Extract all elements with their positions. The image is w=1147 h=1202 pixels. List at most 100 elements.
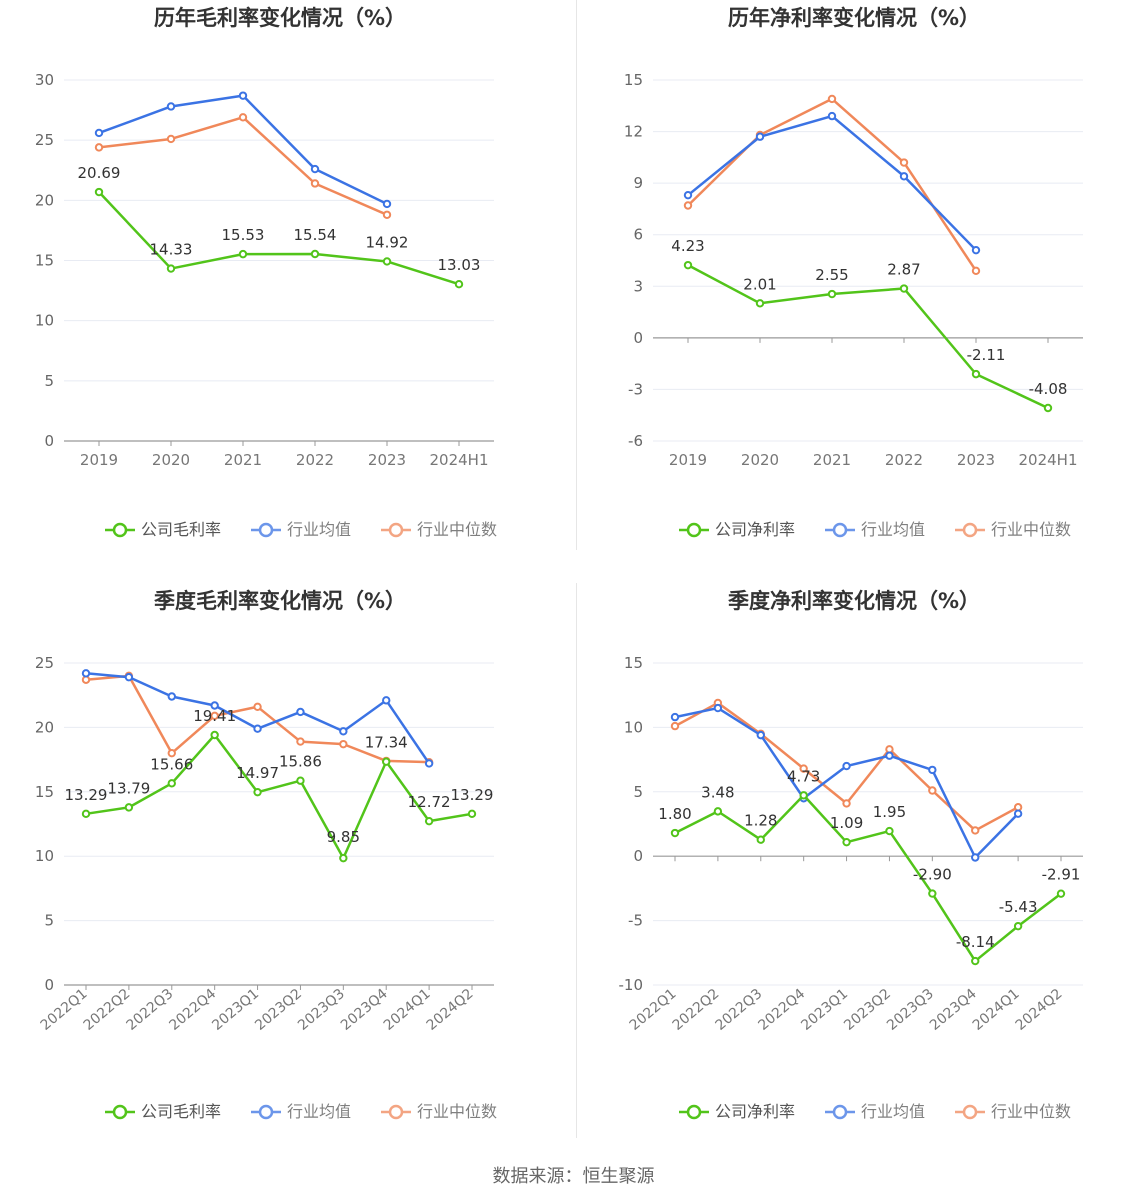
legend-label: 公司毛利率 [141, 1102, 221, 1121]
data-point-company [382, 757, 391, 766]
data-label: -5.43 [999, 898, 1038, 916]
x-tick-label: 2021 [813, 451, 851, 469]
x-tick-label: 2023Q2 [252, 986, 305, 1034]
data-point-company [756, 835, 765, 844]
data-label: 4.73 [787, 767, 820, 785]
data-label: 13.29 [451, 786, 494, 804]
data-point-industry-avg [971, 245, 981, 255]
legend-swatch-marker [832, 522, 848, 538]
legend-label: 行业中位数 [417, 1102, 497, 1121]
data-label: 9.85 [327, 828, 360, 846]
x-tick-label: 2019 [669, 451, 707, 469]
x-tick-label: 2021 [224, 451, 262, 469]
chart-title: 季度净利率变化情况（%） [728, 589, 980, 613]
data-point-industry-avg [971, 853, 980, 862]
data-point-company [424, 816, 434, 826]
data-point-industry-avg [94, 128, 104, 138]
y-tick-label: -10 [619, 976, 644, 994]
legend-swatch-marker [686, 1104, 702, 1120]
data-label: 15.86 [279, 753, 322, 771]
data-point-industry-median [296, 737, 305, 746]
data-point-industry-avg [424, 759, 434, 768]
x-tick-label: 2022Q2 [670, 986, 723, 1034]
y-tick-label: 25 [35, 131, 54, 149]
data-point-industry-avg [81, 669, 91, 678]
data-point-industry-avg [166, 102, 176, 111]
y-tick-label: 5 [44, 912, 54, 930]
divider-top [576, 0, 577, 550]
legend-label: 行业均值 [287, 520, 351, 539]
y-tick-label: 20 [35, 191, 54, 209]
data-point-company [928, 889, 937, 898]
data-point-company [166, 264, 176, 273]
data-point-industry-median [683, 201, 693, 210]
legend-swatch-marker [258, 522, 274, 538]
data-point-industry-median [94, 143, 104, 152]
legend-label: 行业均值 [861, 520, 925, 539]
x-tick-label: 2023Q1 [798, 986, 851, 1034]
data-point-industry-median [210, 711, 219, 721]
chart-panel-quarterly-net: 季度净利率变化情况（%） -10 -5 0 5 10 15 2022Q1 2022Q2 2022Q… [577, 583, 1147, 1153]
data-point-company [827, 289, 837, 299]
data-point-industry-median [339, 739, 348, 749]
data-point-company [755, 299, 765, 308]
data-point-company [713, 807, 723, 816]
data-point-industry-avg [310, 164, 320, 174]
data-point-company [899, 284, 909, 293]
data-label: 15.66 [150, 755, 193, 773]
y-tick-label: 0 [633, 329, 643, 347]
data-point-industry-avg [713, 703, 723, 713]
y-tick-label: 20 [35, 718, 54, 736]
chart-title: 历年毛利率变化情况（%） [154, 6, 406, 30]
data-point-company [842, 837, 851, 847]
data-label: 1.95 [873, 803, 906, 821]
data-point-industry-median [167, 748, 176, 758]
chart-quarterly-net: 季度净利率变化情况（%）-10-50510152022Q12022Q22022Q… [619, 589, 1083, 1121]
chart-annual-net: 历年净利率变化情况（%） -6 -3 0 3 6 9 12 15 2019 2020 2021 2022… [624, 6, 1083, 539]
y-tick-label: 0 [44, 432, 54, 450]
data-label: 15.53 [222, 226, 265, 244]
data-point-company [885, 826, 894, 836]
data-point-industry-median [842, 799, 851, 808]
x-tick-label: 2023 [368, 451, 406, 469]
data-point-industry-avg [167, 692, 176, 701]
legend-swatch-marker [388, 1104, 404, 1120]
data-point-industry-median [166, 134, 176, 144]
data-point-company [1013, 921, 1023, 931]
y-tick-label: 30 [35, 71, 54, 89]
x-tick-label: 2022Q2 [81, 986, 134, 1034]
legend-swatch-marker [686, 522, 702, 538]
data-label: 1.09 [830, 814, 863, 832]
data-label: -2.11 [967, 346, 1006, 364]
data-label: 3.48 [701, 783, 734, 801]
series-line-company [98, 191, 460, 286]
data-point-industry-median [81, 675, 91, 684]
y-tick-label: 10 [35, 847, 54, 865]
legend-item-industry-median: 行业中位数 [381, 520, 497, 539]
data-point-industry-median [928, 786, 937, 795]
data-point-industry-avg [339, 727, 348, 736]
data-point-company [971, 956, 980, 966]
x-tick-label: 2024H1 [1019, 451, 1078, 469]
legend-swatch-marker [388, 522, 404, 538]
data-point-company [971, 369, 981, 379]
x-tick-label: 2022Q4 [166, 986, 219, 1034]
x-tick-label: 2022 [885, 451, 923, 469]
y-tick-label: 0 [633, 847, 643, 865]
data-point-industry-median [1013, 803, 1023, 812]
legend-label: 公司净利率 [715, 520, 795, 539]
y-tick-label: 10 [624, 718, 643, 736]
data-label: 17.34 [365, 734, 408, 752]
x-tick-label: 2023 [957, 451, 995, 469]
data-point-company [799, 791, 808, 800]
x-tick-label: 2023Q3 [295, 986, 348, 1034]
chart-panel-annual-gross: 历年毛利率变化情况（%） 0 5 10 15 20 25 30 2019 2020 2021 2022… [0, 0, 576, 575]
data-point-industry-avg [755, 132, 765, 141]
legend-label: 行业中位数 [991, 1102, 1071, 1121]
legend-item-industry-avg: 行业均值 [825, 1102, 925, 1121]
data-label: 20.69 [78, 164, 121, 182]
x-tick-label: 2024Q2 [424, 986, 477, 1034]
data-point-industry-median [670, 721, 680, 731]
data-label: -2.91 [1042, 866, 1081, 884]
data-label: 1.80 [658, 805, 691, 823]
